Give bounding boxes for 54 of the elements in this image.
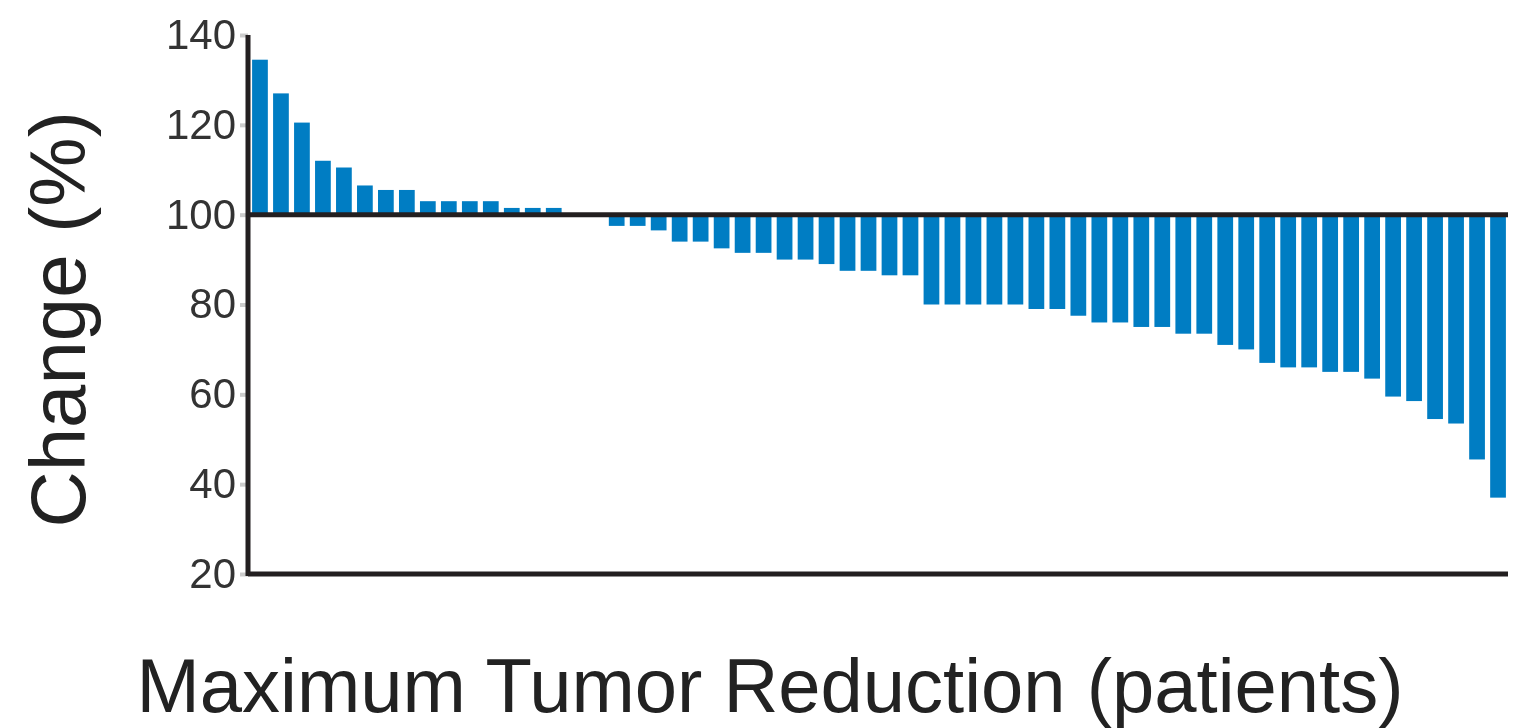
bar [1448,214,1464,424]
bar [1343,214,1360,372]
bar [776,214,793,260]
bar [1007,214,1024,305]
bar [1028,214,1045,309]
bar [965,214,982,305]
bar [252,59,268,215]
y-tick-label: 80 [189,280,236,328]
bar [1217,214,1234,345]
bar [923,214,940,305]
bar [1091,214,1108,323]
y-axis-title: Change (%) [14,111,102,528]
bar [1469,214,1485,460]
bar [1301,214,1318,368]
y-tick-label: 60 [189,370,236,418]
bar [1427,214,1443,420]
bar [357,185,373,215]
bar [336,167,352,215]
bar [1154,214,1171,327]
bar [315,160,331,215]
y-tick-label: 20 [189,549,236,597]
bar [273,93,289,215]
y-tick-label: 100 [165,190,236,238]
bar [755,214,772,253]
bar [1385,214,1401,397]
bar [1112,214,1129,323]
bar [1238,214,1255,350]
bar [671,214,688,242]
bar [797,214,814,260]
bar [1070,214,1087,316]
bar [1196,214,1213,334]
bar [902,214,919,276]
bar [1133,214,1150,327]
bar [881,214,898,276]
bar [1259,214,1276,363]
bar [294,122,310,215]
bar [1280,214,1297,368]
bar [692,214,709,242]
y-tick-label: 140 [165,10,236,58]
bar [944,214,961,305]
bar [818,214,835,265]
x-axis-title: Maximum Tumor Reduction (patients) [136,643,1404,728]
bar [734,214,751,253]
y-tick-label: 120 [165,100,236,148]
bar [1175,214,1192,334]
bar [1490,214,1506,498]
bar [1322,214,1339,372]
bar [839,214,856,271]
bar [1049,214,1066,309]
bar [860,214,877,271]
bar [1364,214,1380,379]
y-tick-label: 40 [189,460,236,508]
bar [986,214,1003,305]
bar [1406,214,1422,402]
